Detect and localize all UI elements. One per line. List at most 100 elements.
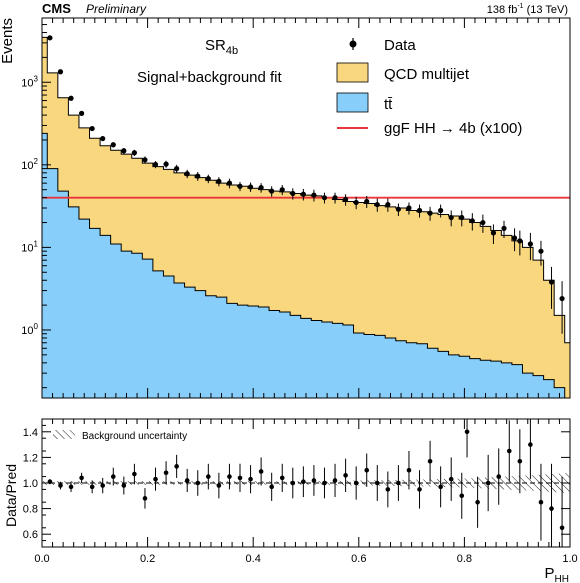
x-tick-label: 0.2 [140,553,155,565]
x-axis-label: PHH [545,565,569,583]
ratio-point [549,506,554,511]
ttbar-fill [42,133,570,398]
x-tick-label: 1.0 [562,553,577,565]
data-point [226,180,233,186]
ratio-point [406,467,412,473]
data-point [247,184,254,190]
legend-swatch-ttbar [336,92,369,113]
x-tick-label: 0.6 [351,553,366,565]
ratio-point [417,487,422,492]
ratio-point [269,484,274,490]
ratio-point [258,469,264,474]
data-point [195,173,201,179]
ratio-point [385,487,391,492]
ratio-point [110,474,116,479]
ratio-point [121,483,127,488]
data-point [216,178,222,184]
data-point [184,171,190,177]
data-point [395,206,401,212]
legend-label-uncertainty: Background uncertainty [82,431,187,442]
lumi-label: 138 fb-1 (13 TeV) [487,3,568,16]
data-point [490,230,497,236]
data-point [110,142,116,148]
data-point [300,191,306,197]
ratio-point [459,493,465,499]
ratio-point [237,475,243,481]
data-point [517,238,523,244]
y-tick-label: 102 [21,157,38,172]
ratio-point [559,525,565,531]
ratio-y-tick-label: 1.4 [23,427,38,439]
ratio-point [301,479,306,485]
data-point [385,201,391,208]
stacked-histograms [42,36,570,398]
y-tick-label: 101 [21,239,38,254]
ratio-panel: 0.6 0.8 1.0 1.2 1.4 0.0 0.2 0.4 0.6 0.8 1.0 Backgr… [3,418,578,583]
x-tick-label: 0.8 [457,553,472,565]
data-point [406,205,412,211]
legend-entry-ttbar: tt̄ [336,92,393,113]
ratio-point [195,480,201,486]
ratio-axes: 0.6 0.8 1.0 1.2 1.4 0.0 0.2 0.4 0.6 0.8 1.0 [23,419,578,565]
data-point [501,225,507,231]
data-points [47,35,565,334]
data-point [205,176,211,182]
data-point [559,295,565,302]
ratio-point [279,475,285,481]
ratio-point [332,478,338,483]
ratio-point [163,470,169,476]
data-point [100,135,106,142]
ratio-point [364,467,370,473]
legend-entry-data: Data [349,37,416,54]
data-point [527,241,534,247]
data-point [311,192,317,198]
ratio-y-tick-label: 0.8 [23,504,38,516]
ratio-point [153,476,158,482]
data-point [364,198,370,205]
ttbar-outline [42,132,570,398]
ratio-point [248,476,253,482]
legend-entry-signal: ggF HH → 4b (x100) [337,120,522,137]
legend-label-data: Data [384,37,416,54]
ratio-point [374,480,380,486]
legend-label-qcd: QCD multijet [384,66,470,83]
legend-entry-qcd: QCD multijet [336,62,470,83]
experiment-label: CMS [42,1,71,16]
ratio-point [132,471,137,477]
data-point [332,195,338,201]
ratio-point [311,478,317,483]
ratio-point [475,499,480,505]
ratio-y-tick-label: 1.2 [23,452,38,464]
ratio-point [290,480,296,486]
y-tick-label: 100 [21,322,38,337]
ratio-point [427,458,433,464]
main-panel: 100 101 102 103 Events SR4b Signal+backgrou… [0,17,571,399]
ratio-point [79,475,84,481]
data-point [279,187,285,193]
status-label: Preliminary [86,2,147,16]
data-point [343,196,349,203]
ratio-point [438,484,443,490]
data-point [68,95,74,101]
ratio-point [322,480,327,486]
main-y-axis-label: Events [0,18,16,64]
ratio-point [343,473,348,478]
data-point [416,207,423,214]
legend-label-signal: ggF HH → 4b (x100) [384,120,522,137]
fit-label: Signal+background fit [137,69,283,86]
ratio-y-tick-label: 0.6 [23,529,38,541]
ratio-point [464,429,470,435]
background-uncertainty-band [42,472,570,494]
data-point [438,207,444,214]
ratio-point [517,458,523,464]
data-point [353,199,359,206]
data-point [258,184,264,191]
data-point [237,183,243,189]
ratio-point [142,496,148,501]
x-tick-label: 0.0 [34,553,49,565]
ratio-point [100,483,106,488]
legend-swatch-qcd [336,62,369,83]
ratio-point [528,442,533,447]
data-point [511,235,518,241]
data-point [538,248,544,254]
